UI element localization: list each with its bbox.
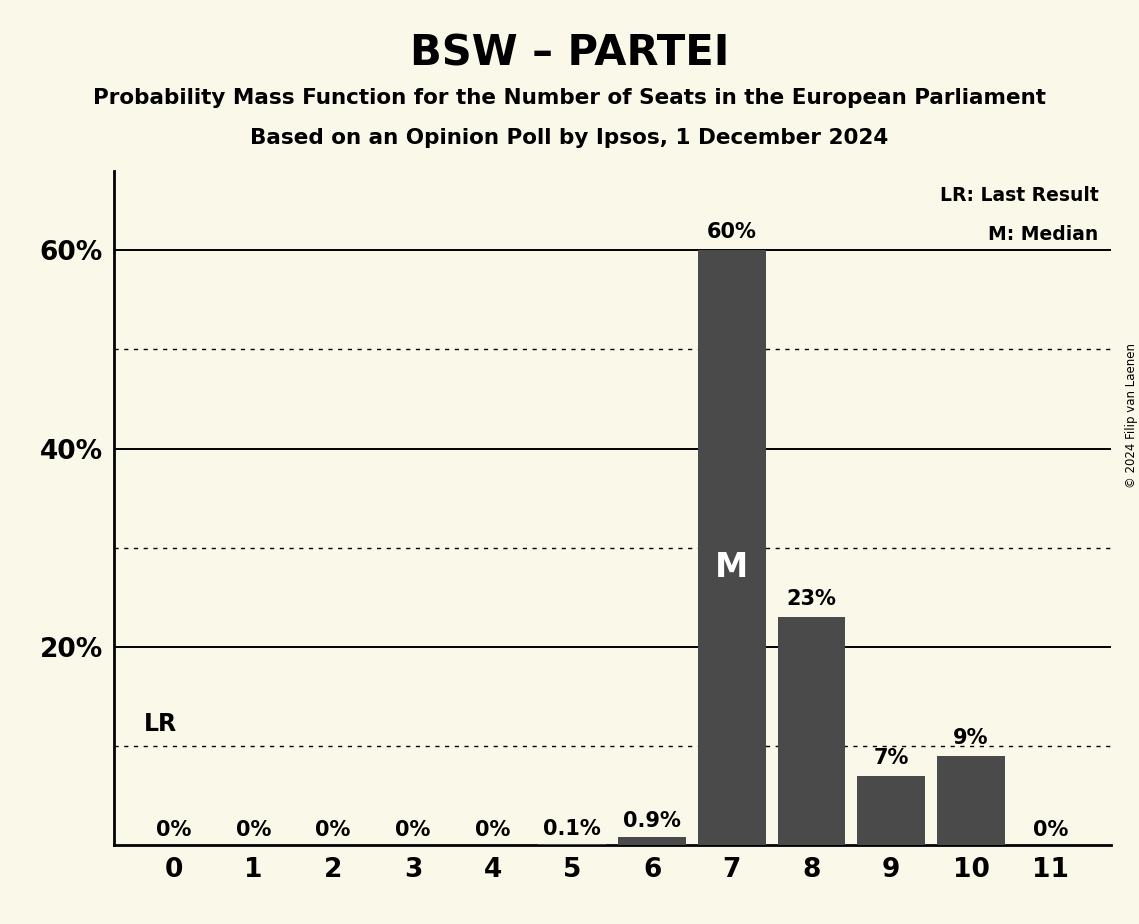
Text: M: M (715, 552, 748, 584)
Text: 0.1%: 0.1% (543, 819, 601, 838)
Text: 23%: 23% (787, 590, 836, 610)
Text: M: Median: M: Median (989, 225, 1098, 245)
Text: Based on an Opinion Poll by Ipsos, 1 December 2024: Based on an Opinion Poll by Ipsos, 1 Dec… (251, 128, 888, 148)
Text: 60%: 60% (707, 223, 756, 242)
Text: LR: Last Result: LR: Last Result (940, 186, 1098, 205)
Text: Probability Mass Function for the Number of Seats in the European Parliament: Probability Mass Function for the Number… (93, 88, 1046, 108)
Bar (858, 776, 925, 845)
Bar (618, 836, 686, 845)
Text: LR: LR (144, 712, 177, 736)
Text: 0%: 0% (156, 820, 191, 840)
Text: 7%: 7% (874, 748, 909, 768)
Text: 0%: 0% (316, 820, 351, 840)
Text: 0.9%: 0.9% (623, 810, 681, 831)
Text: © 2024 Filip van Laenen: © 2024 Filip van Laenen (1124, 344, 1138, 488)
Text: 0%: 0% (395, 820, 431, 840)
Bar (937, 756, 1005, 845)
Text: BSW – PARTEI: BSW – PARTEI (410, 32, 729, 74)
Text: 0%: 0% (236, 820, 271, 840)
Text: 9%: 9% (953, 728, 989, 748)
Text: 0%: 0% (1033, 820, 1068, 840)
Bar (698, 250, 765, 845)
Bar (778, 617, 845, 845)
Text: 0%: 0% (475, 820, 510, 840)
